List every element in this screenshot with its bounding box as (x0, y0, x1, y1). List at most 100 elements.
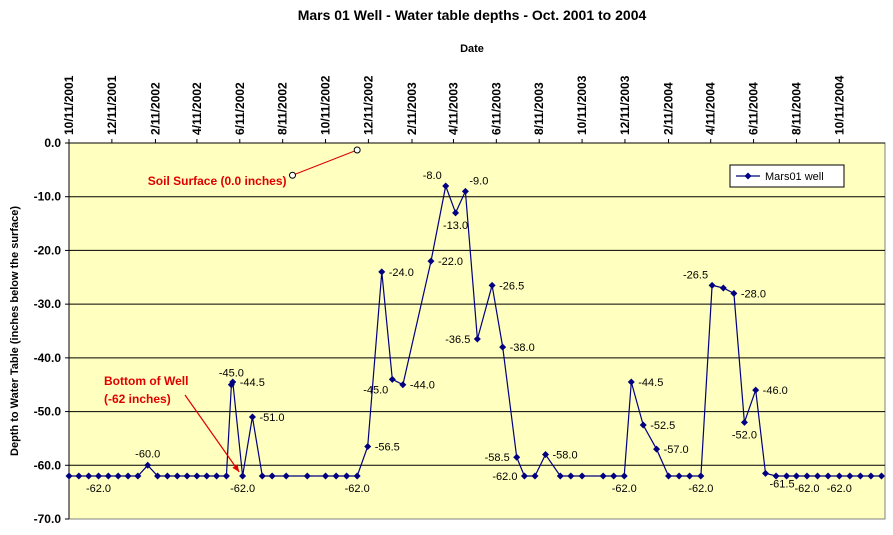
data-point (104, 472, 112, 480)
data-label: -52.5 (650, 420, 675, 432)
data-point (835, 472, 843, 480)
data-point (229, 378, 237, 386)
data-label: -24.0 (389, 267, 414, 279)
data-label: -28.0 (741, 288, 766, 300)
data-label: -61.5 (770, 478, 795, 490)
bottom-of-well-depth-annotation: (-62 inches) (104, 392, 171, 406)
data-point (697, 472, 705, 480)
data-label: -62.0 (794, 483, 819, 495)
data-label: -60.0 (135, 448, 160, 460)
data-point (95, 472, 103, 480)
data-point (65, 472, 73, 480)
data-point (708, 281, 716, 289)
x-tick-label: 12/11/2001 (105, 75, 119, 135)
data-point (877, 472, 885, 480)
annotations: Soil Surface (0.0 inches) Bottom of Well… (104, 146, 361, 473)
data-point (388, 375, 396, 383)
data-point (85, 472, 93, 480)
data-label: -8.0 (423, 170, 442, 182)
data-point (452, 209, 460, 217)
axes (68, 142, 885, 519)
data-label: -44.0 (410, 380, 435, 392)
data-label: -46.0 (763, 385, 788, 397)
data-point (856, 472, 864, 480)
data-label: -62.0 (230, 483, 255, 495)
x-tick-label: 10/11/2002 (319, 75, 333, 135)
data-point (193, 472, 201, 480)
data-label: -58.5 (485, 452, 510, 464)
data-point (639, 421, 647, 429)
data-label: -62.0 (612, 483, 637, 495)
data-label: -45.0 (363, 384, 388, 396)
data-point (665, 472, 673, 480)
data-point (719, 284, 727, 292)
data-point (183, 472, 191, 480)
data-point (556, 472, 564, 480)
data-label: -22.0 (438, 256, 463, 268)
data-label: -52.0 (732, 429, 757, 441)
data-point (567, 472, 575, 480)
x-tick-labels: 10/11/2001 12/11/2001 2/11/2002 4/11/2002 6/… (62, 75, 846, 143)
data-point (322, 472, 330, 480)
x-tick-label: 12/11/2002 (361, 75, 375, 135)
x-tick-label: 10/11/2001 (62, 75, 76, 135)
x-tick-label: 4/11/2002 (190, 82, 204, 135)
data-point (542, 451, 550, 459)
legend: Mars01 well (729, 164, 845, 188)
data-point (378, 268, 386, 276)
data-point (163, 472, 171, 480)
x-tick-label: 8/11/2004 (789, 82, 803, 135)
data-point (364, 442, 372, 450)
data-point (653, 445, 661, 453)
data-label: -9.0 (469, 175, 488, 187)
x-tick-label: 8/11/2002 (276, 82, 290, 135)
data-label: -62.0 (492, 471, 517, 483)
data-point (124, 472, 132, 480)
x-tick-label: 6/11/2004 (747, 82, 761, 135)
data-label: -62.0 (827, 483, 852, 495)
chart-title: Mars 01 Well - Water table depths - Oct.… (298, 7, 647, 23)
legend-box (729, 164, 845, 188)
x-tick-label: 12/11/2003 (618, 75, 632, 135)
y-tick-label: -70.0 (34, 512, 62, 526)
data-point (427, 257, 435, 265)
bottom-of-well-arrow (184, 394, 240, 473)
data-point (675, 472, 683, 480)
data-point (792, 472, 800, 480)
data-point (740, 418, 748, 426)
y-tick-label: -40.0 (34, 351, 62, 365)
y-tick-label: 0.0 (44, 136, 61, 150)
data-point (686, 472, 694, 480)
data-label: -26.5 (683, 269, 708, 281)
data-labels: -62.0-60.0-45.0-44.5-62.0-51.0-62.0-56.5… (86, 170, 852, 495)
data-point (203, 472, 211, 480)
series-mars01-well (65, 182, 885, 480)
data-label: -57.0 (664, 444, 689, 456)
data-point (332, 472, 340, 480)
data-point (513, 453, 521, 461)
data-point (627, 378, 635, 386)
data-point (154, 472, 162, 480)
x-tick-label: 6/11/2003 (489, 82, 503, 135)
y-axis-title: Depth to Water Table (inches below the s… (9, 206, 21, 456)
data-point (258, 472, 266, 480)
x-tick-label: 4/11/2003 (446, 82, 460, 135)
data-point (473, 335, 481, 343)
data-point (268, 472, 276, 480)
data-point (730, 289, 738, 297)
data-point (762, 469, 770, 477)
data-point (772, 472, 780, 480)
data-point (144, 461, 152, 469)
y-tick-label: -60.0 (34, 458, 62, 472)
data-label: -44.5 (638, 377, 663, 389)
x-tick-label: 2/11/2002 (148, 82, 162, 135)
x-tick-label: 10/11/2003 (575, 75, 589, 135)
data-point (620, 472, 628, 480)
x-tick-label: 6/11/2002 (233, 82, 247, 135)
data-label: -58.0 (553, 450, 578, 462)
data-label: -13.0 (443, 220, 468, 232)
data-point (213, 472, 221, 480)
data-point (343, 472, 351, 480)
soil-surface-arrow (292, 149, 358, 176)
data-point (803, 472, 811, 480)
